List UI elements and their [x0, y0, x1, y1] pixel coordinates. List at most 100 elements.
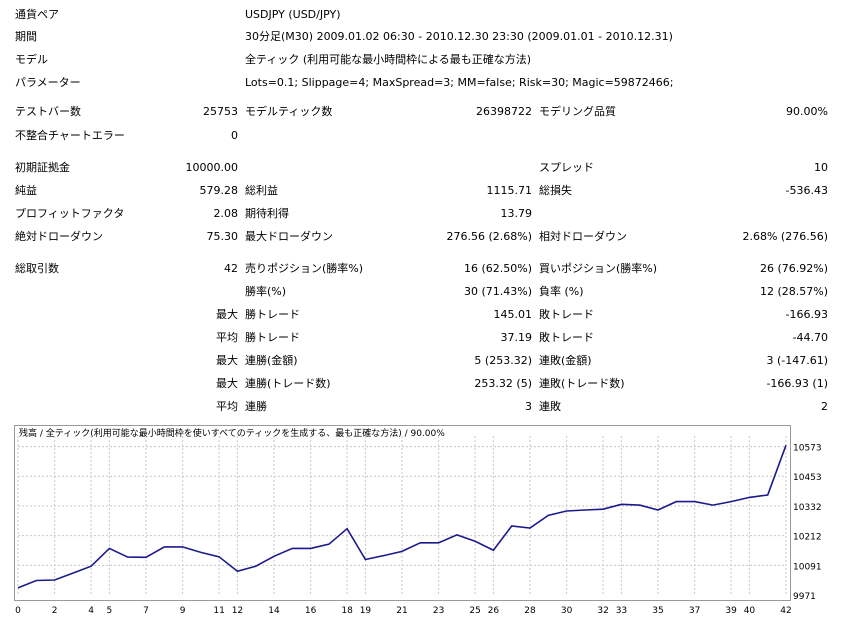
max-drawdown-label: 最大ドローダウン [245, 230, 333, 243]
mismatch-label: 不整合チャートエラー [15, 129, 125, 142]
y-tick-label: 10453 [793, 473, 822, 483]
max-cons-profit-label: 連勝(トレード数) [245, 377, 331, 390]
x-tick-label: 21 [396, 606, 407, 616]
chart-title: 残高 / 全ティック(利用可能な最小時間枠を使いすべてのティックを生成する、最も… [19, 427, 445, 439]
win-rate-value: 30 (71.43%) [463, 285, 532, 298]
x-tick-label: 33 [616, 606, 627, 616]
max-consecutive-count-prefix: 最大 [216, 377, 238, 390]
max-cons-wins-label: 連勝(金額) [245, 354, 298, 367]
avg-cons-losses-label: 連敗 [539, 400, 561, 413]
quality-label: モデリング品質 [539, 105, 616, 118]
x-tick-label: 26 [488, 606, 500, 616]
x-tick-label: 32 [597, 606, 608, 616]
x-axis-ticks: 0 2 4 5 7 9 11 12 14 16 18 19 21 23 25 26 28 30 32 33 35 37 39… [15, 606, 792, 616]
x-tick-label: 5 [107, 606, 113, 616]
params-label: パラメーター [15, 76, 81, 89]
x-tick-label: 37 [689, 606, 700, 616]
loss-rate-value: 12 (28.57%) [759, 285, 828, 298]
gross-profit-label: 総利益 [245, 184, 278, 197]
y-tick-label: 10091 [793, 562, 822, 572]
x-tick-label: 35 [652, 606, 663, 616]
model-value: 全ティック (利用可能な最小時間枠による最も正確な方法) [245, 53, 532, 66]
long-positions-value: 26 (76.92%) [759, 262, 828, 275]
y-axis-ticks: 10573 10453 10332 10212 10091 9971 [793, 444, 822, 602]
loss-rate-label: 負率 (%) [539, 285, 584, 298]
largest-loss-value: -166.93 [785, 308, 828, 321]
rel-drawdown-label: 相対ドローダウン [539, 230, 627, 243]
x-tick-label: 9 [180, 606, 186, 616]
max-cons-losses-label: 連敗(金額) [539, 354, 592, 367]
largest-win-value: 145.01 [493, 308, 533, 321]
x-tick-label: 12 [232, 606, 243, 616]
params-value: Lots=0.1; Slippage=4; MaxSpread=3; MM=fa… [245, 76, 674, 89]
y-tick-label: 10332 [793, 503, 822, 513]
gross-loss-value: -536.43 [785, 184, 828, 197]
y-tick-label: 10573 [793, 444, 822, 454]
max-cons-losses-value: 3 (-147.61) [766, 354, 828, 367]
short-positions-value: 16 (62.50%) [463, 262, 532, 275]
x-tick-label: 18 [341, 606, 353, 616]
ticks-label: モデルティック数 [245, 105, 333, 118]
average-win-label: 勝トレード [245, 331, 300, 344]
x-tick-label: 28 [524, 606, 536, 616]
expected-payoff-value: 13.79 [500, 207, 533, 220]
total-trades-value: 42 [224, 262, 238, 275]
x-tick-label: 19 [360, 606, 372, 616]
x-tick-label: 14 [268, 606, 280, 616]
max-cons-wins-value: 5 (253.32) [474, 354, 532, 367]
deposit-value: 10000.00 [185, 161, 239, 174]
bars-value: 25753 [203, 105, 238, 118]
x-tick-label: 16 [305, 606, 317, 616]
largest-loss-label: 敗トレード [539, 308, 594, 321]
avg-cons-losses-value: 2 [821, 400, 828, 413]
max-cons-loss-label: 連敗(トレード数) [539, 377, 625, 390]
period-label: 期間 [15, 30, 37, 43]
chart-grid [17, 436, 787, 595]
largest-win-label: 勝トレード [245, 308, 300, 321]
average-loss-value: -44.70 [792, 331, 828, 344]
profit-factor-label: プロフィットファクタ [15, 207, 125, 220]
x-tick-label: 4 [88, 606, 94, 616]
x-tick-label: 40 [744, 606, 756, 616]
total-trades-label: 総取引数 [15, 262, 59, 275]
expected-payoff-label: 期待利得 [245, 207, 289, 220]
spread-label: スプレッド [539, 161, 594, 174]
average-loss-label: 敗トレード [539, 331, 594, 344]
net-profit-label: 純益 [15, 184, 37, 197]
long-positions-label: 買いポジション(勝率%) [539, 262, 658, 275]
x-tick-label: 39 [725, 606, 737, 616]
abs-drawdown-value: 75.30 [206, 230, 239, 243]
bars-label: テストバー数 [15, 105, 81, 118]
gross-profit-value: 1115.71 [486, 184, 533, 197]
spread-value: 10 [814, 161, 828, 174]
average-prefix: 平均 [216, 331, 238, 344]
average-consecutive-prefix: 平均 [216, 400, 238, 413]
x-tick-label: 2 [52, 606, 58, 616]
largest-prefix: 最大 [216, 308, 238, 321]
max-drawdown-value: 276.56 (2.68%) [446, 230, 532, 243]
gross-loss-label: 総損失 [539, 184, 572, 197]
net-profit-value: 579.28 [199, 184, 239, 197]
profit-factor-value: 2.08 [213, 207, 239, 220]
ticks-value: 26398722 [476, 105, 532, 118]
symbol-value: USDJPY (USD/JPY) [245, 8, 341, 21]
symbol-label: 通貨ペア [15, 8, 59, 21]
model-label: モデル [15, 53, 48, 66]
deposit-label: 初期証拠金 [15, 161, 70, 174]
avg-cons-wins-label: 連勝 [245, 400, 267, 413]
mismatch-value: 0 [231, 129, 238, 142]
avg-cons-wins-value: 3 [525, 400, 532, 413]
rel-drawdown-value: 2.68% (276.56) [742, 230, 828, 243]
y-tick-label: 10212 [793, 533, 822, 543]
x-tick-label: 7 [143, 606, 149, 616]
x-tick-label: 30 [561, 606, 573, 616]
x-tick-label: 23 [433, 606, 444, 616]
x-tick-label: 0 [15, 606, 21, 616]
short-positions-label: 売りポジション(勝率%) [245, 262, 364, 275]
y-tick-label: 9971 [793, 592, 816, 602]
max-cons-profit-value: 253.32 (5) [474, 377, 532, 390]
win-rate-label: 勝率(%) [245, 285, 287, 298]
abs-drawdown-label: 絶対ドローダウン [15, 230, 103, 243]
max-consecutive-prefix: 最大 [216, 354, 238, 367]
